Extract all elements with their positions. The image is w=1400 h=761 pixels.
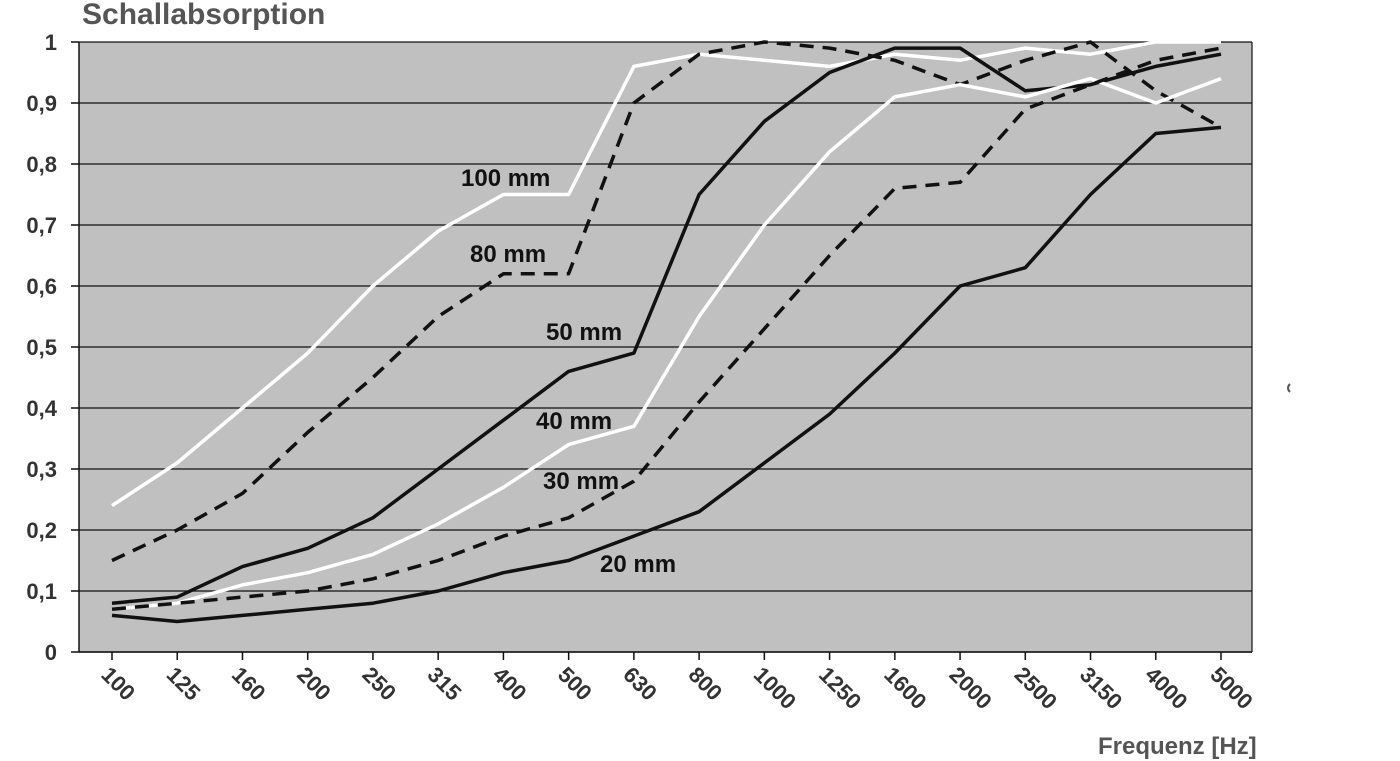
series-label: 20 mm — [600, 551, 676, 578]
series-label: 80 mm — [470, 241, 546, 268]
x-tick-label: 400 — [488, 662, 532, 706]
series-label: 40 mm — [536, 408, 612, 435]
x-tick-label: 1000 — [749, 662, 801, 714]
y-tick-label: 0,1 — [26, 579, 57, 604]
y-tick-label: 0,6 — [26, 274, 57, 299]
x-tick-label: 1600 — [879, 662, 931, 714]
y-tick-label: 0,2 — [26, 518, 57, 543]
x-tick-label: 160 — [227, 662, 271, 706]
series-line — [111, 76, 1222, 612]
x-tick-label: 125 — [162, 662, 206, 706]
x-tick-label: 500 — [553, 662, 597, 706]
x-tick-label: 1250 — [814, 662, 866, 714]
series-line — [111, 125, 1222, 624]
series-lines — [111, 40, 1222, 624]
series-label: 100 mm — [461, 165, 550, 192]
x-axis-label: Frequenz [Hz] — [1098, 733, 1257, 760]
series-line — [111, 40, 1221, 508]
x-tick-label: 4000 — [1140, 662, 1192, 714]
axes — [78, 42, 1253, 653]
series-label: 30 mm — [543, 468, 619, 495]
y-tick-label: 0,3 — [26, 457, 57, 482]
y-tick-label: 0,7 — [26, 213, 57, 238]
gridlines — [71, 41, 1252, 653]
y-tick-label: 0 — [45, 640, 57, 665]
x-tick-label: 3150 — [1075, 662, 1127, 714]
y-tick-label: 0,8 — [26, 152, 57, 177]
x-tick-label: 200 — [292, 662, 336, 706]
series-line — [111, 46, 1222, 612]
x-tick-labels: 100 125 160 200 250 315 400 500 630 800 1000 1250 16… — [96, 652, 1258, 714]
y-tick-label: 0,5 — [26, 335, 57, 360]
series-labels: 100 mm 80 mm 50 mm 40 mm 30 mm 20 mm — [461, 165, 676, 578]
chart-title: Schallabsorption — [82, 0, 326, 31]
x-tick-label: 5000 — [1205, 662, 1257, 714]
series-label: 50 mm — [546, 319, 622, 346]
x-tick-label: 2000 — [945, 662, 997, 714]
y-tick-label: 0,9 — [26, 91, 57, 116]
x-tick-label: 800 — [684, 662, 728, 706]
y-tick-label: 1 — [45, 30, 57, 55]
x-tick-label: 630 — [618, 662, 662, 706]
series-line — [111, 46, 1222, 605]
x-tick-label: 100 — [96, 662, 140, 706]
x-tick-label: 2500 — [1010, 662, 1062, 714]
y-tick-labels: 0 0,1 0,2 0,3 0,4 0,5 0,6 0,7 0,8 0,9 1 — [26, 30, 57, 665]
y-tick-label: 0,4 — [26, 396, 57, 421]
stray-mark — [1287, 383, 1291, 393]
x-tick-label: 315 — [423, 662, 467, 706]
x-tick-label: 250 — [357, 662, 401, 706]
